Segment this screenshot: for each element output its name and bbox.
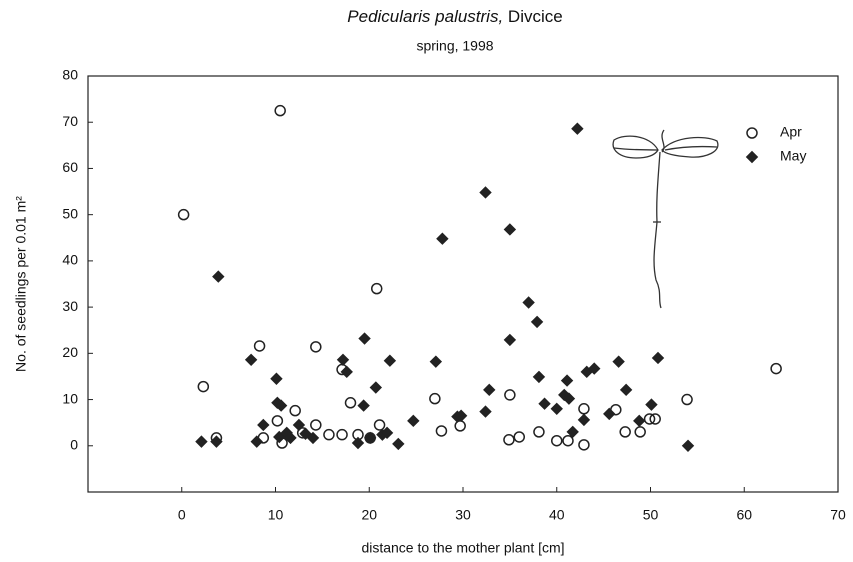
point: [563, 436, 573, 446]
point: [505, 390, 515, 400]
point: [311, 342, 321, 352]
point: [620, 427, 630, 437]
point: [572, 123, 583, 134]
point: [484, 384, 495, 395]
point: [370, 382, 381, 393]
point: [682, 395, 692, 405]
point: [504, 334, 515, 345]
point: [358, 400, 369, 411]
point: [375, 420, 385, 430]
x-tick-label: 60: [736, 507, 752, 523]
point: [539, 398, 550, 409]
point: [272, 416, 282, 426]
legend-marker: [747, 128, 757, 138]
x-tick-label: 10: [268, 507, 284, 523]
point: [480, 406, 491, 417]
point: [353, 438, 364, 449]
point: [258, 419, 269, 430]
y-axis-label: No. of seedlings per 0.01 m²: [13, 196, 29, 372]
y-tick-label: 30: [62, 298, 78, 314]
seedling-drawing: [613, 130, 718, 308]
point: [359, 333, 370, 344]
y-tick-label: 60: [62, 159, 78, 175]
point: [504, 435, 514, 445]
point: [179, 210, 189, 220]
legend-label: Apr: [780, 124, 802, 140]
point: [213, 271, 224, 282]
point: [338, 354, 349, 365]
x-tick-label: 30: [455, 507, 471, 523]
y-tick-label: 80: [62, 67, 78, 83]
point: [437, 233, 448, 244]
y-tick-label: 20: [62, 344, 78, 360]
point: [653, 352, 664, 363]
point: [408, 415, 419, 426]
point: [646, 399, 657, 410]
point: [532, 316, 543, 327]
x-axis-label: distance to the mother plant [cm]: [361, 540, 564, 556]
point: [384, 355, 395, 366]
point: [198, 382, 208, 392]
point: [393, 438, 404, 449]
point: [430, 356, 441, 367]
point: [455, 421, 465, 431]
point: [251, 436, 262, 447]
point: [771, 364, 781, 374]
point: [579, 404, 589, 414]
point: [275, 106, 285, 116]
point: [346, 398, 356, 408]
point: [372, 284, 382, 294]
chart-subtitle: spring, 1998: [416, 38, 493, 54]
point: [430, 394, 440, 404]
chart-title: Pedicularis palustris, Divcice: [347, 7, 562, 26]
point: [293, 419, 304, 430]
x-tick-label: 0: [178, 507, 186, 523]
point: [271, 373, 282, 384]
point: [255, 341, 265, 351]
point: [551, 403, 562, 414]
point: [604, 408, 615, 419]
point: [290, 406, 300, 416]
y-tick-label: 40: [62, 252, 78, 268]
point: [324, 430, 334, 440]
point: [533, 371, 544, 382]
point: [514, 432, 524, 442]
point: [196, 436, 207, 447]
point: [579, 440, 589, 450]
point: [246, 354, 257, 365]
point: [211, 436, 222, 447]
point: [523, 297, 534, 308]
point: [562, 375, 573, 386]
point: [613, 356, 624, 367]
point: [480, 187, 491, 198]
point: [337, 430, 347, 440]
legend-marker: [747, 152, 758, 163]
point: [634, 415, 645, 426]
point: [534, 427, 544, 437]
point: [635, 427, 645, 437]
point: [311, 420, 321, 430]
title-place: Divcice: [508, 7, 563, 26]
legend-label: May: [780, 148, 806, 164]
y-tick-label: 10: [62, 390, 78, 406]
x-tick-label: 70: [830, 507, 846, 523]
point: [341, 366, 352, 377]
y-tick-label: 70: [62, 113, 78, 129]
x-tick-label: 20: [361, 507, 377, 523]
x-tick-label: 50: [643, 507, 659, 523]
point: [683, 440, 694, 451]
x-tick-label: 40: [549, 507, 565, 523]
point: [552, 436, 562, 446]
point: [621, 384, 632, 395]
point: [578, 414, 589, 425]
chart: Pedicularis palustris, Divcice spring, 1…: [0, 0, 853, 562]
point: [436, 426, 446, 436]
point: [504, 224, 515, 235]
page: {"chart_data": {"type": "scatter", "titl…: [0, 0, 853, 562]
title-species: Pedicularis palustris,: [347, 7, 503, 26]
y-tick-label: 0: [70, 436, 78, 452]
y-tick-label: 50: [62, 205, 78, 221]
